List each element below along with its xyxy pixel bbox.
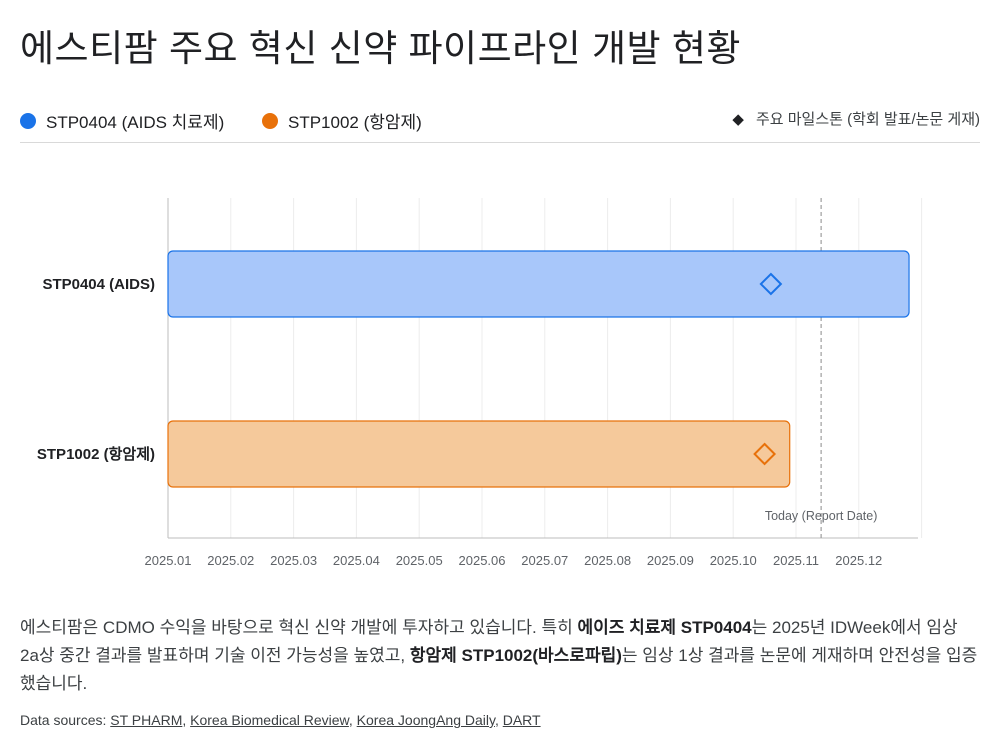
x-tick-label: 2025.12 [835, 553, 882, 568]
diamond-icon: ◆ [732, 110, 744, 128]
y-category-label: STP1002 (항암제) [37, 445, 155, 463]
description-text: 에스티팜은 CDMO 수익을 바탕으로 혁신 신약 개발에 투자하고 있습니다.… [20, 618, 578, 637]
legend-item-stp1002: STP1002 (항암제) [262, 108, 422, 133]
description: 에스티팜은 CDMO 수익을 바탕으로 혁신 신약 개발에 투자하고 있습니다.… [20, 614, 980, 698]
x-tick-label: 2025.01 [145, 553, 192, 568]
x-tick-label: 2025.09 [647, 553, 694, 568]
gantt-bar [167, 420, 791, 488]
page-title: 에스티팜 주요 혁신 신약 파이프라인 개발 현황 [20, 28, 741, 69]
legend-label: STP1002 (항암제) [288, 113, 422, 132]
x-tick-label: 2025.07 [521, 553, 568, 568]
legend: STP0404 (AIDS 치료제) STP1002 (항암제) ◆ 주요 마일… [20, 108, 980, 134]
source-link[interactable]: ST PHARM [110, 712, 183, 728]
legend-item-stp0404: STP0404 (AIDS 치료제) [20, 108, 224, 133]
milestone-diamond [753, 442, 777, 466]
sources-prefix: Data sources: [20, 712, 111, 728]
legend-dot-blue [20, 112, 36, 129]
x-tick-label: 2025.03 [270, 553, 317, 568]
x-tick-label: 2025.10 [710, 553, 757, 568]
source-link[interactable]: Korea Biomedical Review [190, 712, 349, 728]
x-tick-label: 2025.08 [584, 553, 631, 568]
x-tick-label: 2025.04 [333, 553, 380, 568]
today-label: Today (Report Date) [765, 509, 878, 523]
y-category-label: STP0404 (AIDS) [42, 276, 155, 293]
description-highlight: 항암제 STP1002(바스로파립) [409, 646, 622, 665]
x-tick-label: 2025.02 [207, 553, 254, 568]
data-sources: Data sources: ST PHARM, Korea Biomedical… [20, 712, 541, 728]
description-text: 는 2025년 IDWeek에서 임상 2a상 중간 결과를 발표하며 기술 이… [20, 618, 958, 665]
legend-milestone: ◆ 주요 마일스톤 (학회 발표/논문 게재) [732, 108, 980, 129]
gantt-chart: 2025.01 2025.02 2025.03 2025.04 2025.05 2025.… [37, 198, 923, 568]
x-tick-label: 2025.11 [773, 553, 819, 568]
divider [20, 142, 980, 143]
x-tick-label: 2025.06 [459, 553, 506, 568]
x-tick-label: 2025.05 [396, 553, 443, 568]
legend-dot-orange [262, 112, 278, 129]
legend-milestone-label: 주요 마일스톤 (학회 발표/논문 게재) [755, 111, 980, 128]
legend-label: STP0404 (AIDS 치료제) [46, 113, 225, 132]
description-highlight: 에이즈 치료제 STP0404 [577, 618, 752, 637]
description-text: 는 임상 1상 결과를 논문에 게재하며 안전성을 입증했습니다. [20, 646, 978, 693]
source-link[interactable]: Korea JoongAng Daily [356, 712, 495, 728]
milestone-diamond [759, 272, 783, 296]
gantt-bar [167, 250, 910, 318]
source-link[interactable]: DART [502, 712, 541, 728]
